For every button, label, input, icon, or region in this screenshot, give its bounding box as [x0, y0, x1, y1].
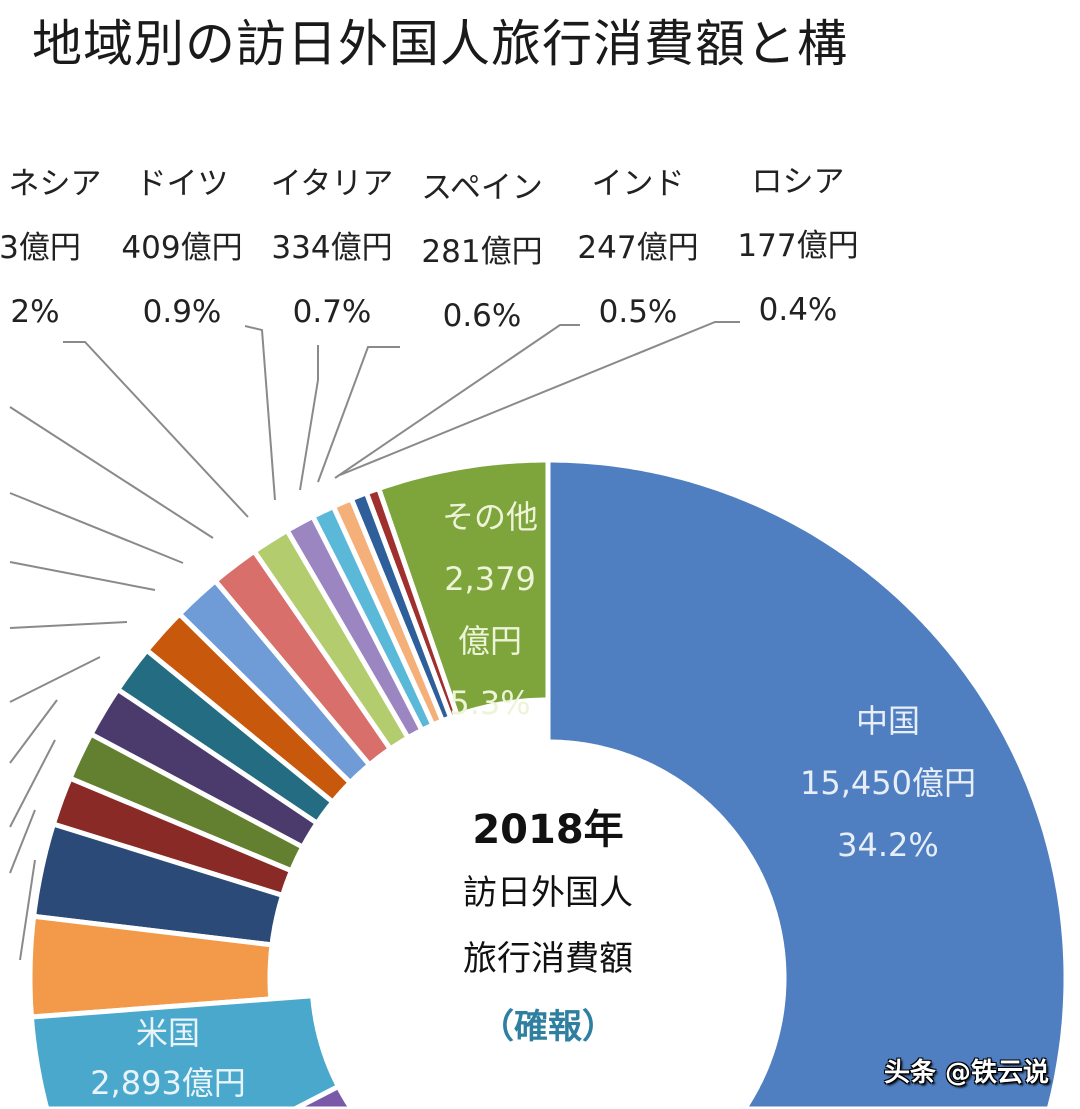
leader-line — [9, 561, 156, 591]
label-pct: 2% — [10, 294, 60, 330]
leader-line — [19, 859, 36, 961]
label-italy: イタリア 334億円 0.7% — [271, 152, 394, 344]
label-pct: 0.4% — [758, 292, 838, 328]
label-value: 2,893億円 — [90, 1064, 246, 1102]
label-name: 中国 — [855, 702, 921, 740]
center-status: （確報） — [480, 1007, 616, 1047]
label-china: 中国 15,450億円 34.2% — [800, 690, 976, 876]
leader-line — [339, 321, 740, 476]
label-germany: ドイツ 409億円 0.9% — [121, 152, 242, 344]
label-name: イタリア — [270, 166, 394, 202]
leader-line — [9, 621, 128, 629]
donut-slice-中国 — [545, 457, 1069, 1109]
leader-line — [299, 345, 319, 491]
leader-line — [9, 809, 36, 874]
label-pct: 0.7% — [292, 294, 372, 330]
watermark: 头条 @铁云说 — [884, 1058, 1050, 1088]
label-value: 177億円 — [737, 228, 859, 264]
donut-slice — [88, 687, 320, 850]
donut-slice-ネシア — [251, 528, 411, 752]
label-pct: 5.3% — [449, 684, 531, 722]
donut-slice — [50, 775, 294, 898]
label-spain: スペイン 281億円 0.6% — [421, 156, 543, 348]
label-value: 3億円 — [0, 230, 81, 266]
donut-slice — [67, 731, 306, 874]
leader-line — [9, 406, 214, 539]
label-name: ロシア — [751, 164, 845, 200]
label-value: 15,450億円 — [800, 764, 976, 802]
label-value: 281億円 — [421, 234, 543, 270]
label-value: 2,379 — [444, 560, 536, 598]
donut-slice — [115, 647, 336, 826]
label-pct: 0.6% — [442, 298, 522, 334]
leader-line — [9, 656, 101, 703]
leader-line — [9, 739, 56, 828]
donut-slice-その他 — [376, 457, 551, 718]
label-name: ネシア — [8, 166, 102, 202]
label-name: 米国 — [135, 1014, 200, 1052]
label-value: 247億円 — [577, 230, 699, 266]
donut-slice — [212, 548, 393, 768]
donut-slice — [292, 1084, 355, 1109]
donut-slice-ドイツ — [284, 514, 425, 741]
donut-slice — [27, 913, 275, 1020]
leader-line — [9, 699, 58, 764]
donut-slice-イタリア — [310, 504, 436, 733]
label-value: 334億円 — [271, 230, 393, 266]
donut-slice — [176, 578, 372, 786]
label-india: インド 247億円 0.5% — [577, 152, 698, 344]
label-other: その他 2,379 億円 5.3% — [442, 486, 538, 734]
center-line1: 訪日外国人 — [463, 873, 633, 913]
leader-line — [9, 492, 184, 564]
label-name: その他 — [441, 498, 539, 536]
label-usa: 米国 2,893億円 — [90, 1008, 246, 1108]
label-russia: ロシア 177億円 0.4% — [737, 150, 858, 342]
center-line2: 旅行消費額 — [463, 939, 633, 979]
donut-slice — [31, 821, 285, 948]
center-label: 2018年 訪日外国人 旅行消費額 （確報） — [463, 800, 633, 1062]
label-value: 409億円 — [121, 230, 243, 266]
leader-line — [63, 341, 249, 518]
label-indonesia: ネシア 3億円 2% — [0, 152, 102, 344]
label-pct: 34.2% — [837, 826, 939, 864]
center-year: 2018年 — [472, 807, 624, 853]
leader-line — [317, 346, 400, 483]
leader-line — [244, 325, 276, 501]
donut-slice-米国 — [29, 993, 341, 1109]
label-pct: 0.9% — [142, 294, 222, 330]
label-name: インド — [591, 166, 685, 202]
chart-title: 地域別の訪日外国人旅行消費額と構 — [32, 15, 848, 73]
label-name: スペイン — [421, 170, 543, 206]
leader-line — [334, 324, 580, 479]
label-name: ドイツ — [135, 166, 229, 202]
donut-slice — [144, 611, 353, 805]
label-pct: 0.5% — [598, 294, 678, 330]
label-unit: 億円 — [457, 622, 523, 660]
